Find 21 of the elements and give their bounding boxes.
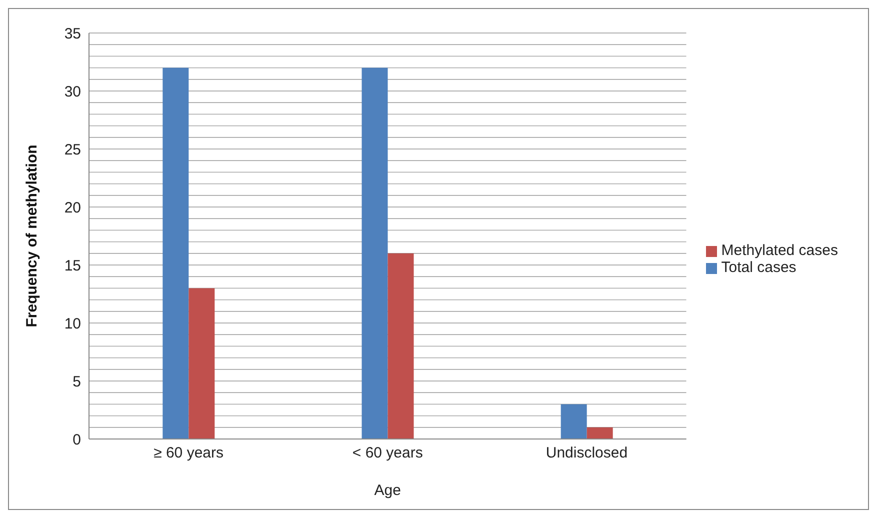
bar (388, 253, 414, 439)
x-tick-label: ≥ 60 years (154, 444, 224, 462)
y-tick-label: 35 (64, 25, 81, 42)
bar (188, 288, 215, 439)
y-tick-label: 20 (64, 199, 81, 216)
legend-label: Total cases (721, 259, 796, 276)
y-tick-label: 5 (72, 373, 81, 390)
bar (560, 404, 587, 439)
legend-label: Methylated cases (721, 242, 838, 259)
y-tick-label: 0 (72, 431, 81, 448)
bar (586, 427, 613, 439)
y-tick-label: 10 (64, 315, 81, 332)
x-axis-title: Age (374, 482, 401, 499)
bar (162, 68, 189, 439)
y-tick-label: 15 (64, 257, 81, 274)
x-tick-label: < 60 years (352, 444, 423, 462)
y-tick-label: 25 (64, 141, 81, 158)
y-axis-title: Frequency of methylation (23, 144, 40, 328)
bar (362, 68, 388, 439)
y-tick-label: 30 (64, 83, 81, 100)
x-tick-label: Undisclosed (546, 444, 628, 462)
